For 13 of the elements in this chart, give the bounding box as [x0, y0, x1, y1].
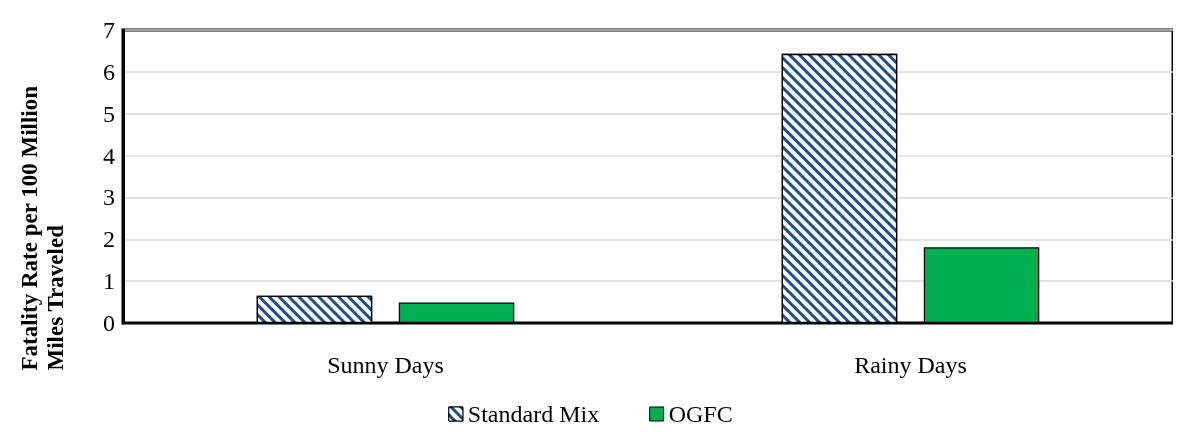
x-tick-label: Rainy Days [854, 352, 967, 378]
y-tick-label: 6 [103, 58, 115, 85]
y-tick-label: 4 [103, 142, 115, 169]
y-tick-label: 0 [103, 310, 115, 336]
y-axis-title: Fatality Rate per 100 Million Miles Traveled [16, 80, 68, 371]
legend-label: Standard Mix [467, 401, 600, 427]
y-tick-label: 7 [103, 17, 115, 43]
y-tick-label: 3 [103, 184, 115, 211]
y-tick-label: 1 [103, 268, 115, 295]
y-tick-label: 5 [103, 100, 115, 127]
y-tick-label: 2 [103, 226, 115, 253]
legend-label: OGFC [668, 401, 733, 427]
x-tick-label: Sunny Days [327, 352, 444, 378]
